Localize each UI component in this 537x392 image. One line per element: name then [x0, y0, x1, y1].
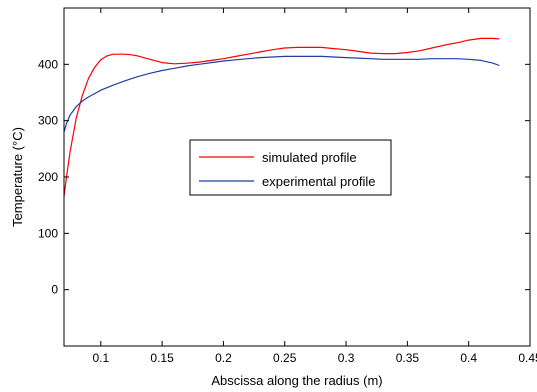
y-axis: 0 100 200 300 400 [38, 57, 530, 297]
series-line-experimental [63, 55, 500, 133]
series-line-simulated [63, 37, 500, 197]
legend: simulated profile experimental profile [189, 139, 392, 196]
x-tick-label: 0.25 [273, 351, 297, 365]
legend-label-simulated: simulated profile [262, 150, 357, 165]
x-tick-label: 0.15 [150, 351, 174, 365]
x-tick-label: 0.35 [396, 351, 420, 365]
x-tick-label: 0.4 [460, 351, 477, 365]
x-tick-label: 0.2 [215, 351, 232, 365]
x-tick-label: 0.45 [518, 351, 537, 365]
y-tick-label: 200 [38, 170, 58, 184]
x-axis-label: Abscissa along the radius (m) [211, 373, 382, 388]
legend-box [189, 139, 392, 196]
legend-label-experimental: experimental profile [262, 174, 375, 189]
x-tick-label: 0.1 [92, 351, 109, 365]
x-axis: 0.1 0.15 0.2 0.25 0.3 0.35 0.4 0.45 [92, 8, 537, 365]
y-tick-label: 300 [38, 114, 58, 128]
x-tick-label: 0.3 [338, 351, 355, 365]
y-tick-label: 0 [51, 283, 58, 297]
y-tick-label: 100 [38, 226, 58, 240]
y-axis-label: Temperature (°C) [10, 127, 25, 227]
y-tick-label: 400 [38, 57, 58, 71]
series-layer [63, 37, 500, 197]
